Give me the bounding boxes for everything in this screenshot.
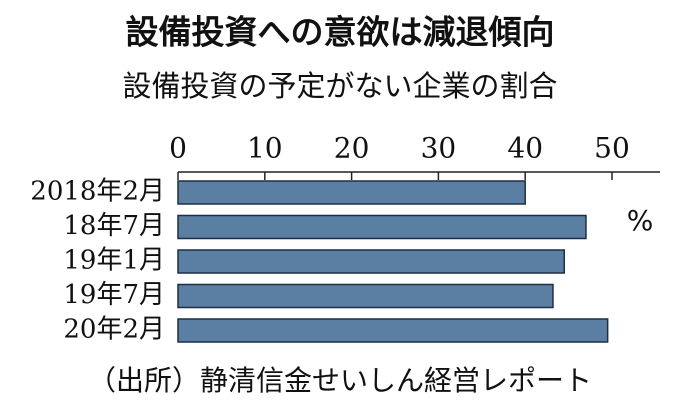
- x-tick-label: 20: [334, 132, 370, 165]
- x-tick-label: 30: [421, 132, 457, 165]
- bar: [177, 180, 526, 205]
- source: （出所）静清信金せいしん経営レポート: [88, 364, 592, 397]
- y-tick-label: 19年1月: [63, 246, 165, 276]
- y-tick-label: 20年2月: [63, 315, 165, 345]
- x-tick-label: 0: [169, 132, 187, 165]
- bar: [177, 249, 566, 274]
- x-tick-label: 40: [507, 132, 543, 165]
- x-tick-label: 10: [247, 132, 283, 165]
- bar: [177, 318, 609, 343]
- unit-label: %: [627, 204, 654, 237]
- y-tick-label: 2018年2月: [30, 177, 165, 207]
- y-tick-label: 19年7月: [63, 280, 165, 310]
- bar: [177, 214, 587, 240]
- chart-subtitle: 設備投資の予定がない企業の割合: [122, 69, 557, 103]
- x-tick-label: 50: [594, 132, 630, 165]
- bar: [177, 283, 554, 309]
- y-tick-label: 18年7月: [63, 211, 165, 241]
- chart-title: 設備投資への意欲は減退傾向: [126, 13, 555, 52]
